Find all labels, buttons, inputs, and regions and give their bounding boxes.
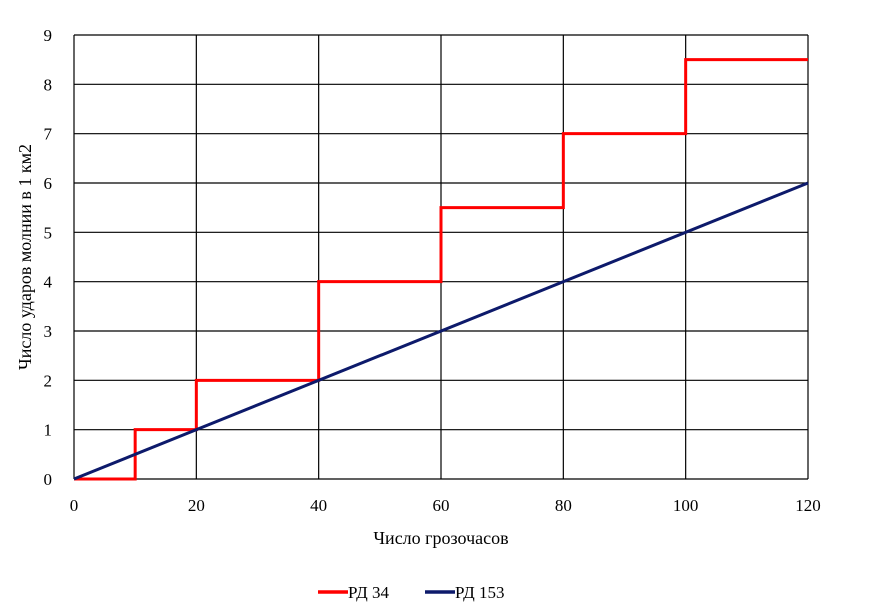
y-tick-label: 9 — [44, 26, 53, 45]
y-tick-label: 5 — [44, 223, 53, 242]
x-tick-label: 80 — [555, 496, 572, 515]
y-tick-label: 7 — [44, 125, 53, 144]
y-axis-label: Число ударов молнии в 1 км2 — [15, 144, 35, 370]
x-tick-label: 40 — [310, 496, 327, 515]
series-layer — [73, 58, 809, 481]
y-tick-labels: 0 1 2 3 4 5 6 7 8 9 — [44, 26, 53, 489]
y-tick-label: 2 — [44, 371, 53, 390]
y-tick-label: 0 — [44, 470, 53, 489]
legend-label-1: РД 153 — [455, 583, 505, 602]
y-tick-label: 1 — [44, 421, 53, 440]
series-line-0 — [74, 58, 808, 481]
x-tick-label: 100 — [673, 496, 699, 515]
x-tick-label: 20 — [188, 496, 205, 515]
x-tick-labels: 0 20 40 60 80 100 120 — [70, 496, 821, 515]
legend-label-0: РД 34 — [348, 583, 390, 602]
y-tick-label: 4 — [44, 273, 53, 292]
legend: РД 34 РД 153 — [318, 583, 505, 602]
y-tick-label: 3 — [44, 322, 53, 341]
x-tick-label: 60 — [433, 496, 450, 515]
y-tick-label: 8 — [44, 75, 53, 94]
x-axis-label: Число грозочасов — [373, 528, 508, 548]
y-tick-label: 6 — [44, 174, 53, 193]
series-line-1 — [73, 181, 809, 481]
x-tick-label: 0 — [70, 496, 79, 515]
x-tick-label: 120 — [795, 496, 821, 515]
